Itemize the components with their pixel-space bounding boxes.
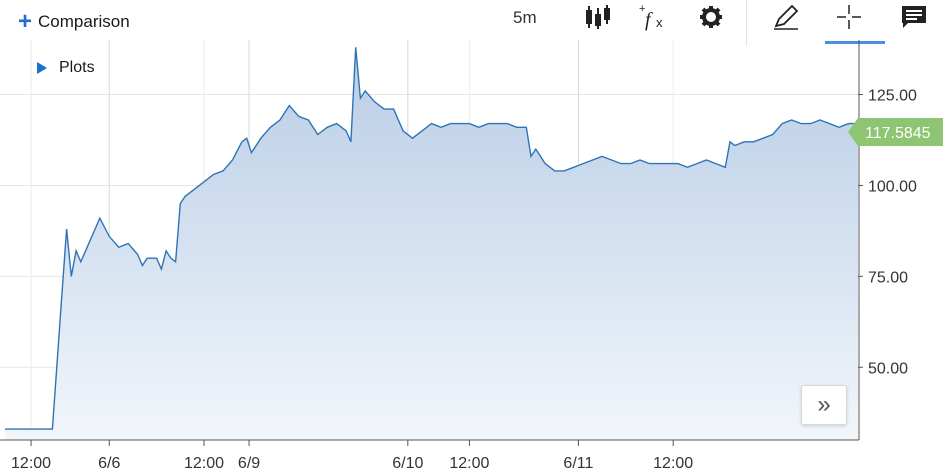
toolbar-divider bbox=[746, 0, 747, 46]
price-line bbox=[5, 47, 858, 430]
comparison-button[interactable]: + Comparison bbox=[18, 8, 130, 35]
x-tick-label: 12:00 bbox=[184, 455, 224, 472]
plus-icon: + bbox=[18, 8, 33, 35]
x-tick-label: 6/11 bbox=[563, 455, 593, 472]
chart-toolbar: + Comparison 5m + f x bbox=[0, 0, 947, 46]
svg-text:x: x bbox=[656, 15, 663, 30]
price-area-fill bbox=[5, 47, 858, 441]
scroll-to-latest-button[interactable]: » bbox=[801, 385, 847, 425]
settings-gear-icon[interactable] bbox=[696, 2, 726, 32]
y-tick-label: 75.00 bbox=[868, 269, 908, 286]
price-badge-value: 117.5845 bbox=[865, 125, 931, 142]
x-tick-label: 6/6 bbox=[98, 455, 120, 472]
x-axis-ticks: 12:00 6/6 12:00 6/9 6/10 12:00 6/11 12:00 bbox=[11, 440, 693, 472]
plots-label: Plots bbox=[59, 59, 95, 76]
x-tick-label: 12:00 bbox=[653, 455, 693, 472]
comments-icon[interactable] bbox=[899, 2, 929, 32]
y-tick-label: 125.00 bbox=[868, 88, 917, 105]
y-tick-label: 100.00 bbox=[868, 178, 917, 195]
draw-pencil-icon[interactable] bbox=[771, 2, 801, 32]
x-tick-label: 12:00 bbox=[449, 455, 489, 472]
x-tick-label: 6/10 bbox=[392, 455, 423, 472]
crosshair-icon[interactable] bbox=[834, 2, 864, 32]
svg-text:+: + bbox=[639, 3, 645, 15]
candlestick-chart-icon[interactable] bbox=[583, 2, 613, 32]
svg-text:f: f bbox=[645, 9, 653, 31]
expand-triangle-icon bbox=[37, 62, 47, 74]
comparison-label: Comparison bbox=[38, 12, 130, 31]
y-axis-ticks: 125.00 100.00 75.00 50.00 bbox=[858, 88, 917, 377]
plots-toggle[interactable]: Plots bbox=[37, 59, 95, 77]
add-study-function-icon[interactable]: + f x bbox=[638, 2, 668, 32]
y-tick-label: 50.00 bbox=[868, 360, 908, 377]
price-badge: 117.5845 bbox=[848, 118, 943, 146]
interval-selector[interactable]: 5m bbox=[513, 8, 537, 27]
crosshair-active-indicator bbox=[825, 41, 885, 44]
double-chevron-right-icon: » bbox=[817, 391, 831, 418]
x-tick-label: 12:00 bbox=[11, 455, 51, 472]
x-tick-label: 6/9 bbox=[238, 455, 260, 472]
